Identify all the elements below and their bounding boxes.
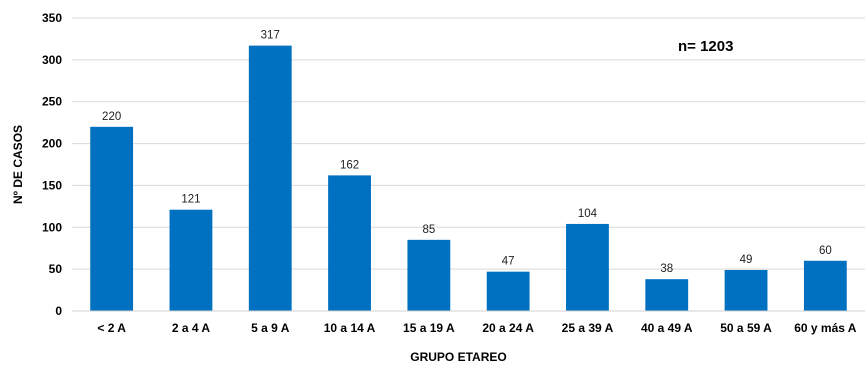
bar-value-label: 49 (740, 254, 753, 266)
bar (645, 279, 689, 311)
x-tick-label: 20 a 24 A (482, 321, 534, 335)
x-axis-title: GRUPO ETAREO (410, 350, 506, 364)
bars (90, 45, 847, 312)
y-tick-label: 200 (42, 137, 62, 151)
bar-value-label: 104 (578, 208, 598, 220)
bar-value-label: 47 (502, 256, 515, 268)
y-tick-label: 50 (49, 262, 63, 276)
sample-size-annotation: n= 1203 (678, 38, 733, 55)
y-tick-label: 250 (42, 95, 62, 109)
y-axis-ticks: 0 50 100 150 200 250 300 350 (42, 11, 62, 318)
y-tick-label: 300 (42, 53, 62, 67)
x-tick-label: 50 a 59 A (720, 321, 772, 335)
bar (486, 271, 530, 311)
x-tick-label: < 2 A (97, 321, 126, 335)
x-tick-label: 15 a 19 A (403, 321, 455, 335)
bar (169, 209, 213, 311)
bar-value-label: 317 (261, 30, 280, 42)
y-tick-label: 350 (42, 11, 62, 25)
bar-value-labels: 220 121 317 162 85 47 104 38 49 60 (102, 30, 832, 276)
bar (566, 223, 609, 311)
x-tick-label: 25 a 39 A (562, 321, 614, 335)
bar-value-label: 38 (660, 263, 673, 275)
bar (803, 260, 847, 311)
bar-value-label: 60 (819, 245, 832, 257)
bar (407, 239, 451, 311)
y-tick-label: 100 (42, 220, 62, 234)
y-tick-label: 150 (42, 178, 62, 192)
bar-value-label: 162 (340, 159, 359, 171)
bar-value-label: 220 (102, 111, 121, 123)
x-tick-label: 40 a 49 A (641, 321, 693, 335)
bar (248, 45, 292, 312)
bar (328, 175, 371, 311)
x-tick-label: 2 a 4 A (172, 321, 211, 335)
y-tick-label: 0 (55, 304, 62, 318)
x-tick-label: 10 a 14 A (324, 321, 376, 335)
y-axis-title: Nº DE CASOS (11, 125, 25, 204)
bar (90, 126, 134, 311)
x-tick-label: 5 a 9 A (251, 321, 290, 335)
bar-value-label: 85 (422, 224, 435, 236)
x-axis-ticks: < 2 A 2 a 4 A 5 a 9 A 10 a 14 A 15 a 19 A 20 … (97, 321, 856, 335)
bar-value-label: 121 (181, 194, 200, 206)
x-tick-label: 60 y más A (794, 321, 857, 335)
bar (724, 269, 768, 311)
